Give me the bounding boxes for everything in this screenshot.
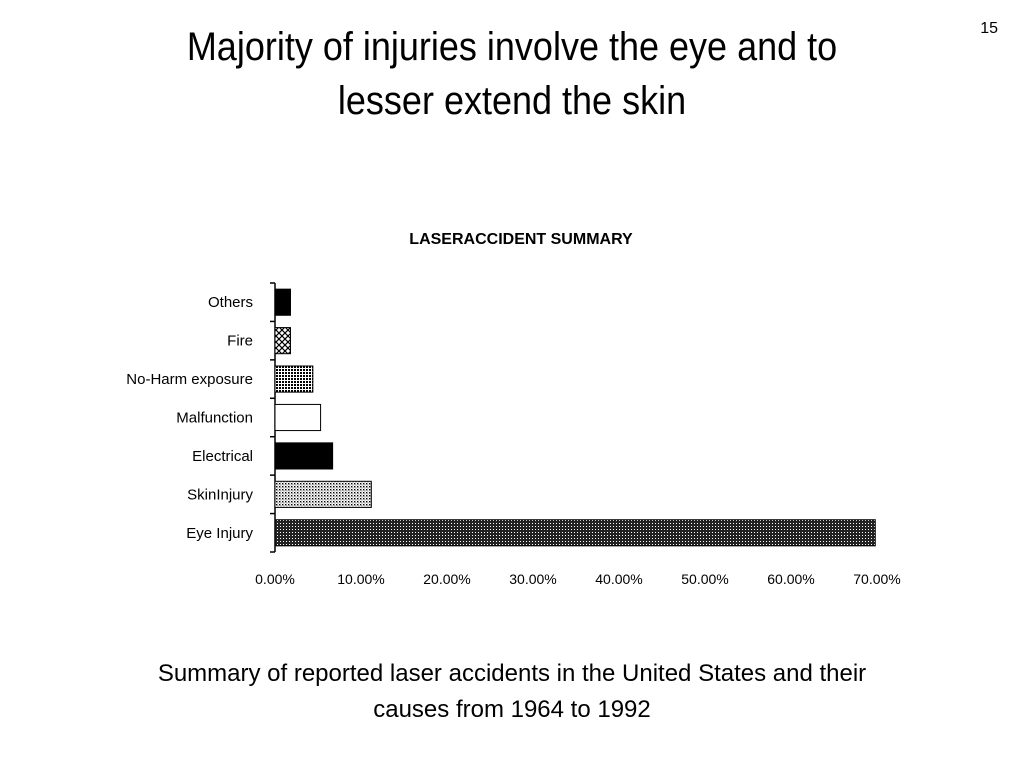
slide-number: 15 [980, 20, 998, 37]
bar-skininjury [274, 480, 372, 508]
x-tick-label: 0.00% [255, 571, 295, 587]
bar-others [274, 288, 291, 316]
chart-title: LASERACCIDENT SUMMARY [409, 231, 633, 248]
laser-accident-bar-chart: LASERACCIDENT SUMMARY Others Fire No-Harm … [126, 231, 901, 587]
caption-line-2: causes from 1964 to 1992 [373, 696, 651, 723]
category-label: Fire [227, 333, 253, 350]
slide-title-line-2: lesser extend the skin [337, 79, 687, 123]
x-tick-label: 60.00% [767, 571, 814, 587]
x-tick-label: 30.00% [509, 571, 556, 587]
chart-axes [270, 282, 276, 553]
category-label: Electrical [192, 448, 253, 465]
slide-caption: Summary of reported laser accidents in t… [60, 656, 964, 728]
chart-tick-labels: 0.00% 10.00% 20.00% 30.00% 40.00% 50.00% 60.00… [255, 571, 901, 587]
category-label: Eye Injury [186, 525, 253, 542]
category-label: Others [208, 294, 253, 311]
slide-title: Majority of injuries involve the eye and… [87, 20, 937, 128]
x-tick-label: 70.00% [853, 571, 900, 587]
category-label: Malfunction [176, 410, 253, 427]
x-tick-label: 10.00% [337, 571, 384, 587]
bar-fire [274, 327, 291, 355]
caption-line-1: Summary of reported laser accidents in t… [157, 660, 867, 687]
category-label: SkinInjury [187, 486, 253, 503]
category-label: No-Harm exposure [126, 371, 253, 388]
bar-no-harm-exposure [274, 365, 314, 393]
chart-bars [274, 288, 876, 547]
x-tick-label: 20.00% [423, 571, 470, 587]
x-tick-label: 40.00% [595, 571, 642, 587]
x-tick-label: 50.00% [681, 571, 728, 587]
bar-eye-injury [274, 519, 876, 547]
slide-title-line-1: Majority of injuries involve the eye and… [186, 25, 838, 69]
bar-malfunction [274, 403, 322, 432]
bar-electrical [274, 442, 334, 470]
chart-category-labels: Others Fire No-Harm exposure Malfunction Ele… [126, 294, 253, 542]
